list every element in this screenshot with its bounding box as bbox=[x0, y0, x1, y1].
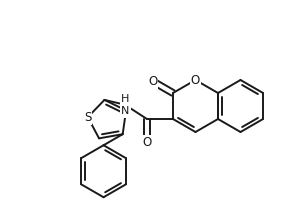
Text: H
N: H N bbox=[121, 94, 129, 116]
Text: O: O bbox=[142, 136, 152, 149]
Text: O: O bbox=[191, 73, 200, 86]
Text: S: S bbox=[84, 111, 92, 124]
Text: O: O bbox=[148, 75, 157, 88]
Text: N: N bbox=[122, 104, 130, 117]
